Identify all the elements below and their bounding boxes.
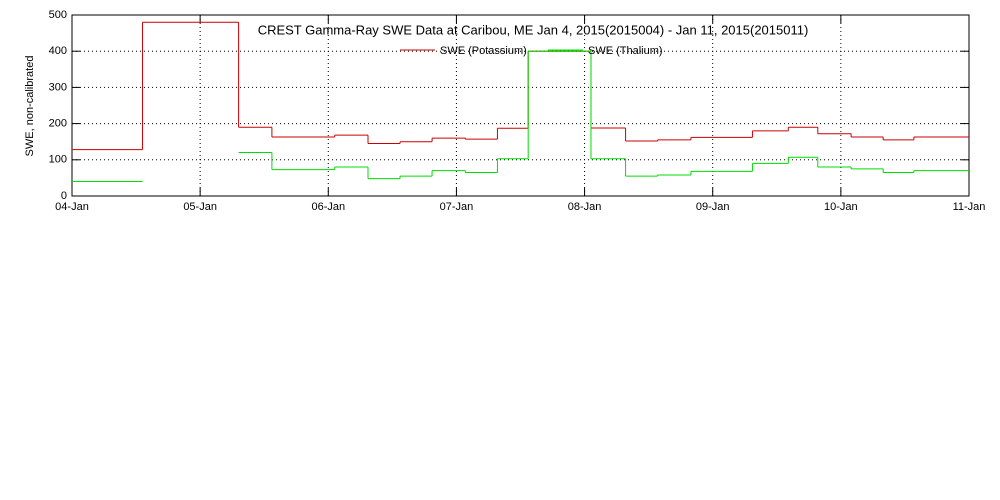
y-axis-label: SWE, non-calibrated (24, 56, 36, 157)
y-tick-label: 200 (49, 118, 67, 130)
x-tick-label: 09-Jan (696, 201, 730, 213)
x-tick-label: 11-Jan (953, 201, 986, 213)
y-tick-label: 0 (61, 190, 67, 202)
y-tick-label: 100 (49, 154, 67, 166)
y-tick-label: 400 (49, 45, 67, 57)
y-tick-label: 300 (49, 81, 67, 93)
x-tick-label: 07-Jan (440, 201, 474, 213)
legend-label: SWE (Thalium) (588, 45, 663, 57)
x-tick-label: 10-Jan (824, 201, 858, 213)
x-tick-label: 06-Jan (311, 201, 345, 213)
x-tick-label: 04-Jan (55, 201, 89, 213)
plot-frame (71, 14, 970, 197)
x-tick-label: 05-Jan (183, 201, 217, 213)
y-tick-label: 500 (49, 9, 67, 21)
chart-title: CREST Gamma-Ray SWE Data at Caribou, ME … (258, 22, 809, 37)
x-tick-label: 08-Jan (568, 201, 602, 213)
legend-label: SWE (Potassium) (440, 45, 527, 57)
